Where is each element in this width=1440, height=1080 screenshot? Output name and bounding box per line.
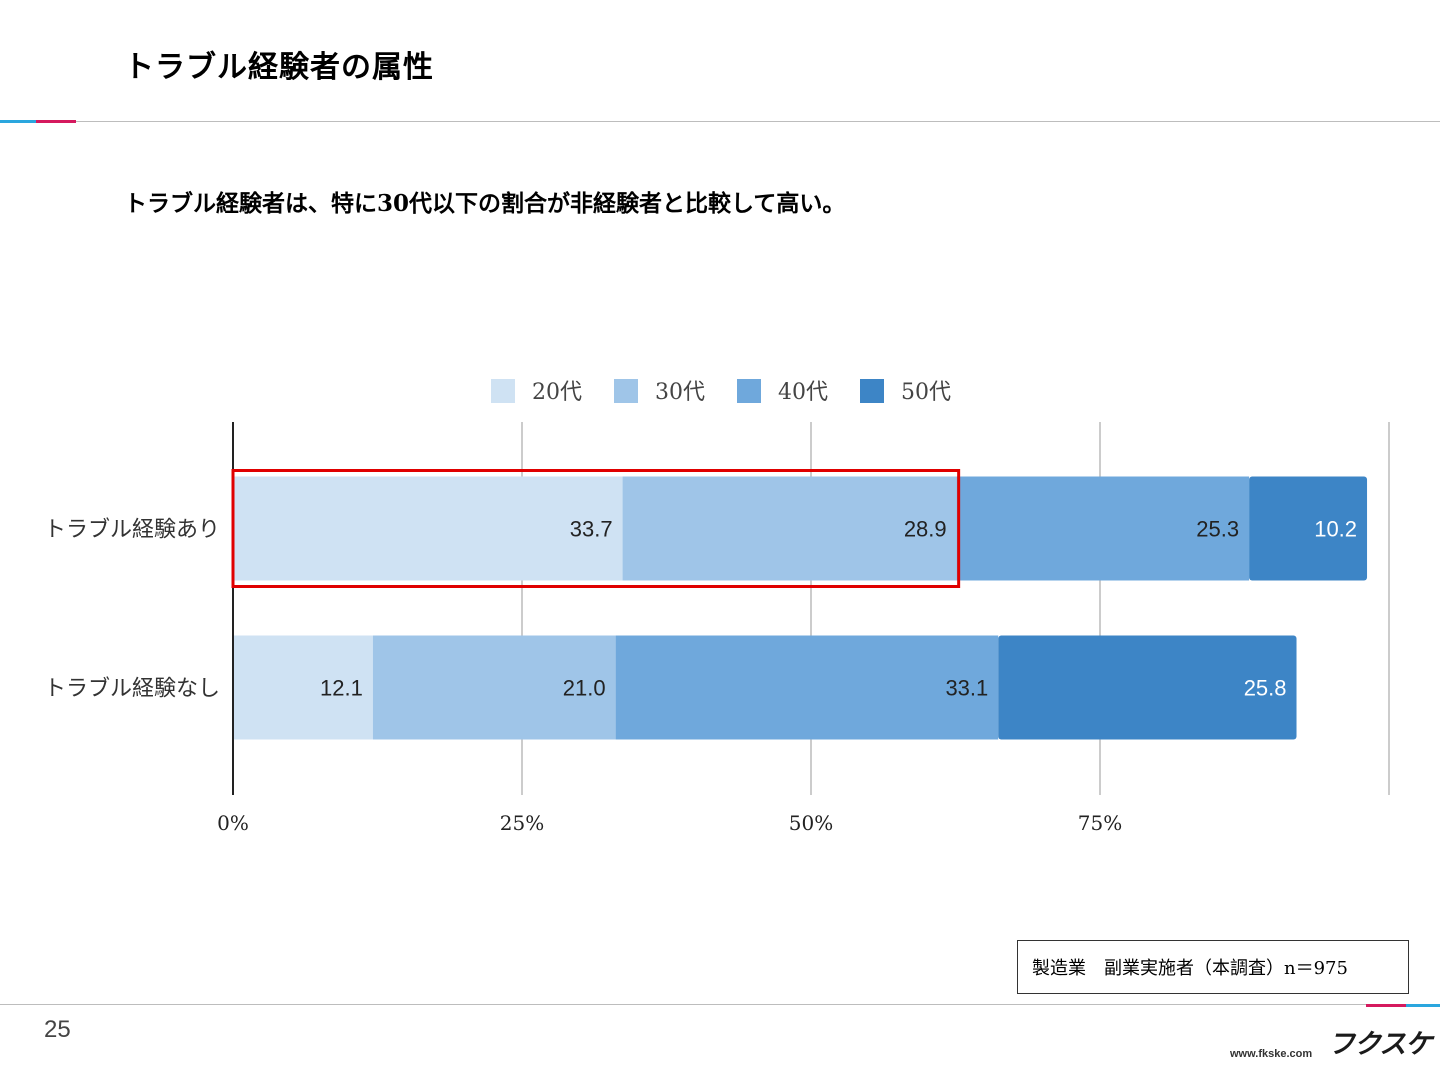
highlight-box	[231, 469, 961, 588]
bar-segment	[615, 635, 999, 740]
data-label: 33.7	[570, 517, 613, 542]
data-label: 12.1	[320, 676, 363, 701]
category-label: トラブル経験なし	[44, 677, 220, 702]
data-label: 10.2	[1314, 517, 1357, 542]
x-tick-label: 25%	[500, 811, 544, 835]
sample-note-text: 製造業 副業実施者（本調査）n＝975	[1032, 958, 1348, 979]
data-label: 28.9	[904, 517, 947, 542]
header-divider	[0, 120, 1440, 124]
site-url: www.fkske.com	[1230, 1048, 1313, 1060]
page-number: 25	[44, 1016, 71, 1043]
x-tick-label: 75%	[1078, 811, 1122, 835]
legend-label: 40代	[778, 380, 828, 405]
legend-label: 30代	[655, 380, 705, 405]
legend-label: 50代	[901, 380, 951, 405]
legend-swatch	[860, 379, 884, 403]
bar-segment	[956, 476, 1250, 581]
footer-accent-blue	[1406, 1004, 1440, 1007]
bar-segment	[233, 476, 623, 581]
header-line	[76, 121, 1440, 122]
footer-divider	[0, 1004, 1440, 1008]
footer-line	[0, 1004, 1366, 1005]
x-tick-label: 50%	[789, 811, 833, 835]
category-label: トラブル経験あり	[44, 518, 220, 543]
bar-segment	[622, 476, 957, 581]
bar-segment	[233, 635, 373, 740]
slide-subtitle: トラブル経験者は、特に30代以下の割合が非経験者と比較して高い。	[124, 190, 846, 217]
data-label: 21.0	[563, 676, 606, 701]
data-label: 25.3	[1196, 517, 1239, 542]
brand-logo: フクスケ	[1328, 1029, 1432, 1060]
legend-label: 20代	[532, 380, 582, 405]
legend-swatch	[614, 379, 638, 403]
sample-note: 製造業 副業実施者（本調査）n＝975	[1017, 940, 1409, 994]
header-accent-pink	[36, 120, 76, 123]
bar-segment	[1249, 476, 1368, 581]
legend-swatch	[491, 379, 515, 403]
footer-accent-pink	[1366, 1004, 1406, 1007]
x-tick-label: 0%	[217, 811, 249, 835]
stacked-bar-chart: 0% 25% 50% 75% トラブル経験あり 33.7 28.9 25.3 10.2 トラブル経…	[44, 379, 1390, 835]
data-label: 25.8	[1244, 676, 1287, 701]
legend-swatch	[737, 379, 761, 403]
page-title: トラブル経験者の属性	[124, 50, 434, 85]
bar-segment	[998, 635, 1297, 740]
data-label: 33.1	[945, 676, 988, 701]
bar-segment	[372, 635, 616, 740]
header-accent-blue	[0, 120, 36, 123]
